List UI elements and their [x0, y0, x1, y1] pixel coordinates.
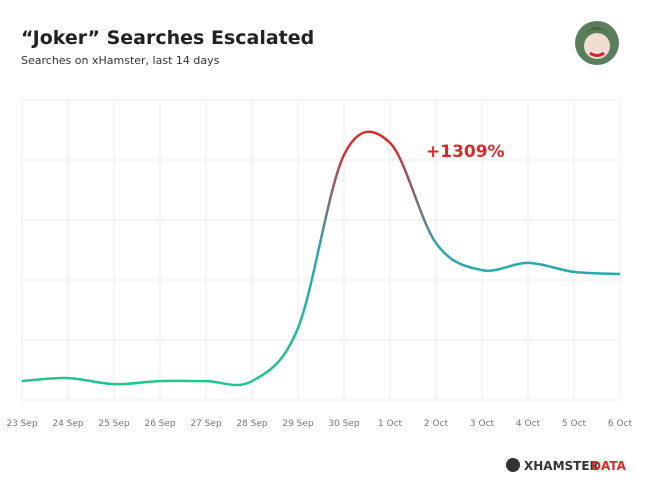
x-tick-label: 25 Sep [98, 419, 130, 429]
x-tick-label: 4 Oct [516, 419, 541, 429]
line [21, 130, 621, 387]
x-tick-label: 27 Sep [190, 419, 222, 429]
x-tick-label: 1 Oct [378, 419, 403, 429]
x-tick-label: 6 Oct [608, 419, 633, 429]
x-tick-label: 29 Sep [282, 419, 314, 429]
chart-title: “Joker” Searches Escalated [21, 27, 314, 49]
brand-logo: XHAMSTER DATA [506, 458, 627, 473]
annotation: +1309% [426, 142, 505, 162]
brand-suffix: DATA [591, 459, 627, 473]
x-tick-label: 23 Sep [6, 419, 38, 429]
x-tick-label: 24 Sep [52, 419, 84, 429]
x-tick-label: 26 Sep [144, 419, 176, 429]
brand-name: XHAMSTER [524, 459, 599, 473]
chart-subtitle: Searches on xHamster, last 14 days [21, 54, 220, 67]
x-tick-label: 2 Oct [424, 419, 449, 429]
x-tick-label: 3 Oct [470, 419, 495, 429]
grid [20, 99, 622, 401]
x-tick-label: 30 Sep [328, 419, 360, 429]
x-tick-label: 28 Sep [236, 419, 268, 429]
x-tick-label: 5 Oct [562, 419, 587, 429]
avatar [575, 21, 619, 65]
